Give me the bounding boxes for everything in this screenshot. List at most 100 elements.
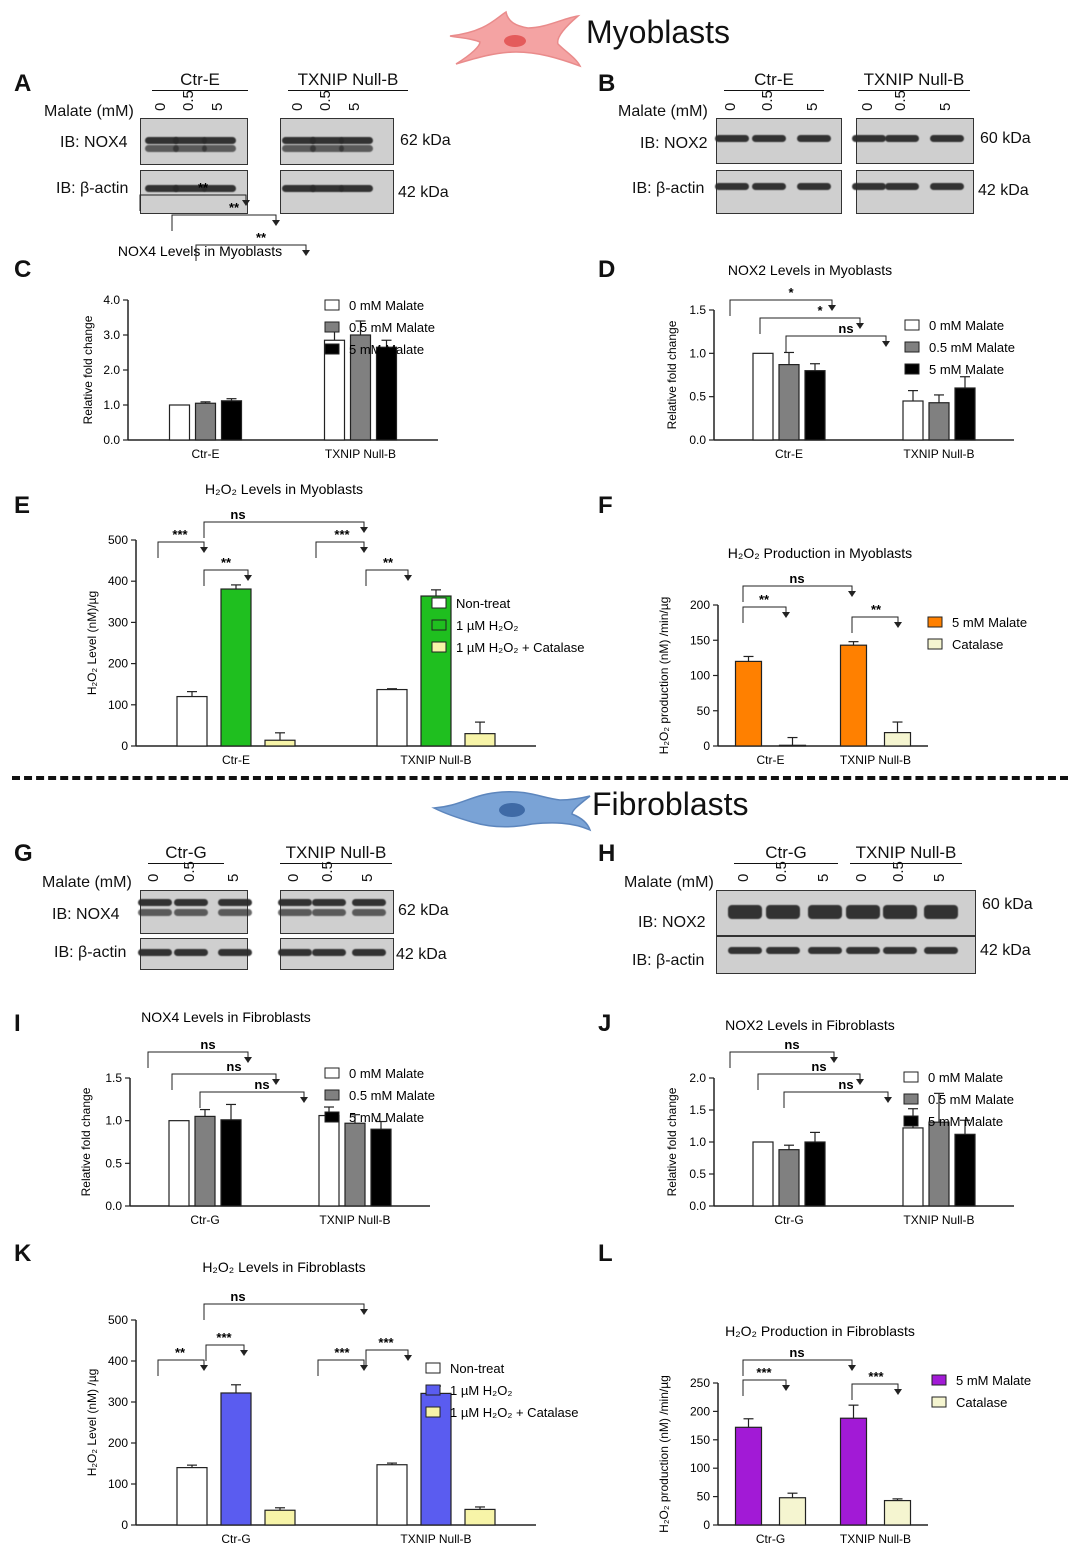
y-axis-label: H₂O₂ production (nM) /min/µg — [657, 597, 671, 755]
blot-b-group-label: TXNIP Null-B — [858, 70, 970, 91]
legend-swatch — [324, 1089, 340, 1101]
legend-label: Catalase — [952, 637, 1003, 652]
panel-letter-b: B — [598, 70, 616, 97]
bracket-arrow — [200, 1365, 208, 1371]
blot-g-band — [138, 949, 172, 956]
blot-a-kda-label: 62 kDa — [400, 132, 451, 149]
legend-swatch — [324, 1111, 340, 1123]
bracket-line — [171, 214, 277, 231]
panel-letter-j: J — [598, 1010, 612, 1037]
blot-a-band — [282, 185, 316, 192]
blot-a-band — [202, 145, 236, 152]
blot-a-band — [282, 137, 316, 144]
bar — [883, 1499, 912, 1526]
bracket-line — [742, 1379, 787, 1396]
x-tick-label: TXNIP Null-B — [400, 753, 471, 767]
blot-a-malate-label: Malate (mM) — [44, 103, 134, 120]
blot-a-kda-label: 42 kDa — [398, 184, 449, 201]
legend-label: 0 mM Malate — [349, 1066, 424, 1081]
legend-swatch — [904, 363, 920, 375]
bracket-arrow — [244, 575, 252, 581]
y-tick-label: 0.5 — [689, 390, 706, 404]
blot-g-group-label: TXNIP Null-B — [280, 843, 392, 864]
chart-title: H₂O₂ Levels in Fibroblasts — [202, 1259, 365, 1275]
bar — [375, 346, 398, 441]
y-tick-label: 1.0 — [103, 398, 120, 412]
bar — [194, 402, 217, 441]
bracket-arrow — [856, 1079, 864, 1085]
bar — [464, 733, 496, 747]
legend-label: 5 mM Malate — [349, 1110, 424, 1125]
blot-h-band — [766, 947, 800, 954]
x-tick-label: Ctr-E — [192, 447, 220, 461]
legend-swatch — [931, 1396, 947, 1408]
legend-swatch — [425, 1384, 441, 1396]
bracket-arrow — [200, 547, 208, 553]
significance-bracket: ns — [203, 1289, 368, 1320]
x-tick-label: Ctr-G — [756, 1532, 785, 1546]
blot-b-membrane — [716, 170, 842, 214]
legend-label: 1 µM H₂O₂ — [456, 618, 518, 633]
bracket-arrow — [848, 591, 856, 597]
y-tick-label: 2.0 — [103, 363, 120, 377]
y-tick-label: 2.0 — [689, 1071, 706, 1085]
blot-b-band — [852, 135, 886, 142]
panel-letter-h: H — [598, 840, 616, 867]
blot-h-band — [728, 947, 762, 954]
bar — [902, 400, 924, 441]
bar — [220, 400, 243, 441]
blot-g-lane-label: 5 — [225, 873, 242, 882]
section-divider — [12, 776, 1068, 780]
blot-b-lane-label: 0 — [722, 102, 739, 111]
blot-h-membrane — [716, 936, 976, 974]
significance-label: * — [817, 303, 823, 318]
bracket-line — [205, 1344, 245, 1361]
legend-swatch — [431, 619, 447, 631]
significance-label: *** — [756, 1365, 772, 1380]
bar — [420, 1392, 452, 1526]
blot-b-band — [885, 135, 919, 142]
bar — [883, 732, 912, 747]
blot-h-row-label: IB: NOX2 — [638, 914, 706, 931]
blot-h-band — [728, 905, 762, 919]
legend-swatch — [927, 638, 943, 650]
bar — [752, 1141, 774, 1207]
bracket-arrow — [782, 1385, 790, 1391]
significance-bracket: * — [759, 303, 864, 334]
legend-label: Non-treat — [450, 1361, 505, 1376]
significance-label: ** — [383, 555, 394, 570]
blot-g-lane-label: 5 — [359, 873, 376, 882]
legend-label: 0.5 mM Malate — [349, 1088, 435, 1103]
blot-g-band — [278, 949, 312, 956]
y-tick-label: 0 — [703, 1518, 710, 1532]
bracket-arrow — [360, 1309, 368, 1315]
legend-swatch — [927, 616, 943, 628]
y-tick-label: 3.0 — [103, 328, 120, 342]
y-tick-label: 200 — [690, 598, 710, 612]
bracket-line — [729, 1051, 835, 1068]
significance-bracket: *** — [315, 527, 368, 558]
significance-label: *** — [216, 1330, 232, 1345]
legend-label: 1 µM H₂O₂ + Catalase — [456, 640, 585, 655]
bracket-arrow — [272, 1079, 280, 1085]
panel-letter-a: A — [14, 70, 32, 97]
bar — [778, 364, 800, 441]
bar — [194, 1115, 216, 1207]
legend-label: 0.5 mM Malate — [349, 320, 435, 335]
bracket-line — [203, 521, 365, 538]
significance-label: *** — [378, 1335, 394, 1350]
legend-swatch — [904, 341, 920, 353]
significance-label: ** — [759, 592, 770, 607]
y-tick-label: 0.0 — [689, 1199, 706, 1213]
legend-swatch — [903, 1093, 919, 1105]
y-axis-label: Relative fold change — [81, 315, 95, 424]
y-tick-label: 1.5 — [105, 1071, 122, 1085]
x-tick-label: TXNIP Null-B — [319, 1213, 390, 1227]
bar — [902, 1127, 924, 1207]
bracket-line — [759, 317, 861, 334]
bar — [954, 387, 976, 441]
blot-a-membrane — [140, 170, 248, 214]
bar — [804, 370, 826, 441]
bracket-arrow — [894, 1389, 902, 1395]
x-tick-label: TXNIP Null-B — [840, 1532, 911, 1546]
